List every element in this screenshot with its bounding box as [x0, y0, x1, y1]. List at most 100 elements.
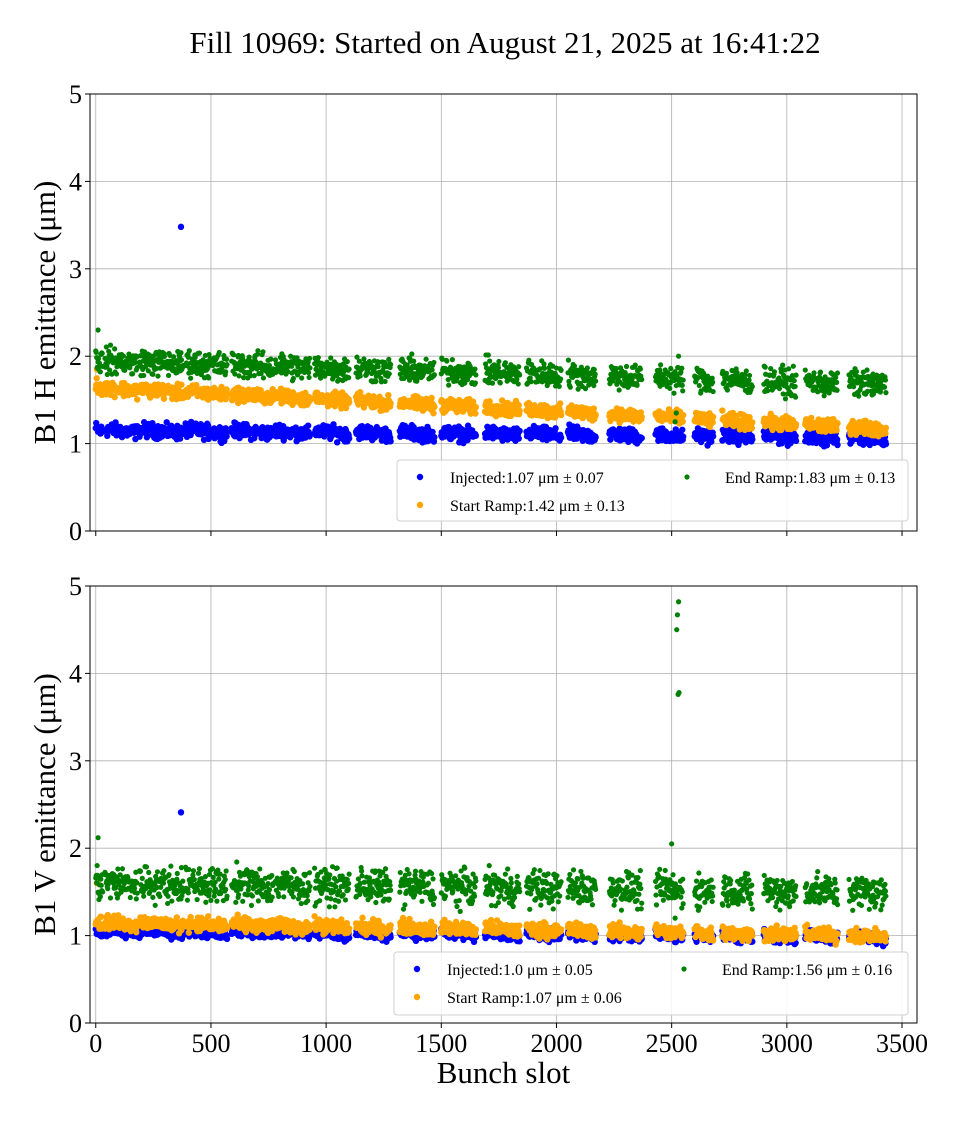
data-point	[431, 360, 436, 365]
x-axis-label: Bunch slot	[437, 1055, 571, 1090]
data-point	[178, 350, 183, 355]
data-point	[382, 379, 387, 384]
data-point	[178, 382, 184, 388]
data-point	[744, 368, 749, 373]
data-point	[811, 370, 816, 375]
y-tick-label: 3	[69, 747, 82, 776]
y-tick-label: 4	[69, 659, 82, 688]
data-point	[411, 359, 416, 364]
data-point	[883, 377, 888, 382]
data-point	[671, 391, 676, 396]
data-point	[763, 365, 768, 370]
data-point	[490, 381, 495, 386]
data-point	[749, 419, 755, 425]
data-point	[749, 425, 755, 431]
data-point	[783, 396, 788, 401]
data-point	[423, 357, 428, 362]
data-point	[387, 438, 393, 444]
data-point	[679, 427, 685, 433]
data-point	[255, 348, 260, 353]
data-point	[750, 384, 755, 389]
data-point	[446, 383, 451, 388]
data-point	[450, 357, 455, 362]
data-point	[188, 376, 193, 381]
data-point	[517, 372, 522, 377]
y-tick-label: 0	[69, 517, 82, 546]
data-point	[112, 346, 117, 351]
data-point	[111, 394, 117, 400]
data-point	[777, 386, 782, 391]
data-point	[473, 433, 479, 439]
y-tick-label: 5	[69, 572, 82, 601]
y-tick-label: 2	[69, 834, 82, 863]
data-point	[345, 359, 350, 364]
data-point	[347, 366, 352, 371]
x-tick-label: 500	[191, 1029, 230, 1058]
data-point	[430, 410, 436, 416]
legend-marker	[417, 502, 423, 508]
data-point	[432, 372, 437, 377]
data-point	[680, 388, 685, 393]
data-point	[306, 370, 311, 375]
x-tick-label: 2000	[530, 1029, 582, 1058]
data-point	[591, 405, 597, 411]
data-point	[496, 365, 501, 370]
data-point	[236, 373, 241, 378]
data-point	[105, 372, 110, 377]
data-point	[373, 379, 378, 384]
data-point	[316, 355, 321, 360]
data-point	[633, 362, 638, 367]
data-point	[516, 428, 522, 434]
data-point	[409, 351, 414, 356]
data-point	[473, 404, 479, 410]
data-point	[793, 395, 798, 400]
data-point	[558, 368, 563, 373]
data-point	[765, 388, 770, 393]
legend-label: Start Ramp:1.42 μm ± 0.13	[450, 498, 625, 515]
data-point	[882, 385, 887, 390]
data-point	[558, 412, 564, 418]
data-point	[856, 394, 861, 399]
data-point	[681, 377, 686, 382]
data-point	[268, 357, 273, 362]
data-point	[883, 441, 889, 447]
data-point	[496, 359, 501, 364]
data-point	[93, 375, 99, 381]
data-point	[746, 377, 751, 382]
data-point	[252, 373, 257, 378]
data-point	[667, 386, 672, 391]
y-axis-label: B1 V emittance (μm)	[27, 673, 62, 936]
data-point	[516, 364, 521, 369]
data-point	[187, 348, 192, 353]
data-point	[818, 370, 823, 375]
data-point	[100, 351, 105, 356]
data-point	[834, 420, 840, 426]
data-point	[791, 364, 796, 369]
data-point	[792, 378, 797, 383]
data-point	[710, 380, 715, 385]
data-point	[387, 371, 392, 376]
data-point	[834, 380, 839, 385]
data-point	[592, 412, 598, 418]
data-point	[473, 380, 478, 385]
data-point	[711, 389, 716, 394]
y-axis-label: B1 H emittance (μm)	[27, 181, 62, 445]
data-point	[260, 349, 265, 354]
data-point	[772, 369, 777, 374]
data-point-outlier	[674, 410, 679, 415]
data-point	[121, 353, 126, 358]
data-point	[834, 442, 840, 448]
data-point	[883, 390, 888, 395]
data-point	[141, 373, 146, 378]
data-point	[680, 433, 686, 439]
data-point	[864, 367, 869, 372]
x-tick-label: 2500	[646, 1029, 698, 1058]
x-tick-label: 1000	[300, 1029, 352, 1058]
data-point	[679, 366, 684, 371]
data-point-outlier	[673, 419, 678, 424]
data-point	[224, 936, 230, 942]
data-point	[639, 414, 645, 420]
